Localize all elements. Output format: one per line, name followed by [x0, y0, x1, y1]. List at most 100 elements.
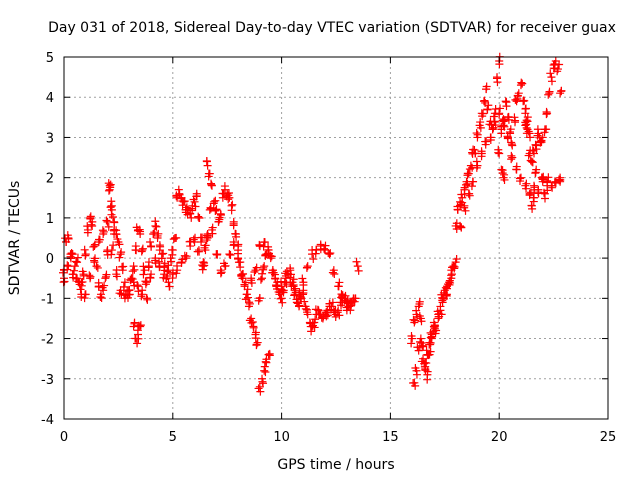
data-point — [495, 110, 504, 119]
data-point — [452, 255, 461, 264]
data-point — [298, 274, 307, 283]
data-point — [289, 282, 298, 291]
data-point — [107, 250, 116, 259]
data-point — [286, 273, 295, 282]
data-point — [531, 140, 540, 149]
data-point — [517, 78, 526, 87]
data-point — [255, 240, 264, 249]
data-point — [177, 259, 186, 268]
data-point — [195, 247, 204, 256]
data-point — [407, 339, 416, 348]
data-point — [115, 240, 124, 249]
data-point — [247, 318, 256, 327]
data-point — [78, 267, 87, 276]
data-point — [224, 188, 233, 197]
data-point — [136, 321, 145, 330]
data-point — [460, 203, 469, 212]
data-point — [328, 298, 337, 307]
data-point — [243, 285, 252, 294]
data-point — [350, 294, 359, 303]
data-point — [182, 203, 191, 212]
data-point — [502, 98, 511, 107]
data-point — [78, 277, 87, 286]
data-point — [131, 245, 140, 254]
data-point — [441, 290, 450, 299]
data-point — [353, 262, 362, 271]
data-point — [507, 151, 516, 160]
data-point — [192, 192, 201, 201]
data-point — [524, 151, 533, 160]
data-point — [490, 117, 499, 126]
data-point — [159, 249, 168, 258]
data-point — [450, 262, 459, 271]
data-point — [438, 296, 447, 305]
data-point — [98, 283, 107, 292]
data-point — [543, 186, 552, 195]
data-point — [416, 337, 425, 346]
data-point — [127, 274, 136, 283]
data-point — [529, 193, 538, 202]
data-point — [296, 291, 305, 300]
data-point — [87, 220, 96, 229]
data-point — [252, 263, 261, 272]
data-point — [499, 121, 508, 130]
data-point — [144, 258, 153, 267]
data-point — [465, 165, 474, 174]
data-point — [115, 253, 124, 262]
data-point — [101, 272, 110, 281]
data-point — [500, 175, 509, 184]
data-point — [497, 129, 506, 138]
data-point — [236, 263, 245, 272]
data-point — [180, 251, 189, 260]
data-point — [442, 291, 451, 300]
data-point — [135, 225, 144, 234]
data-point — [151, 259, 160, 268]
data-point — [470, 145, 479, 154]
data-point — [258, 269, 267, 278]
data-point — [194, 212, 203, 221]
data-point — [411, 364, 420, 373]
data-point — [503, 132, 512, 141]
data-point — [107, 202, 116, 211]
data-point — [142, 278, 151, 287]
data-point — [537, 173, 546, 182]
y-tick-label: 5 — [46, 51, 54, 66]
data-point — [265, 349, 274, 358]
data-point — [64, 234, 73, 243]
data-point — [97, 294, 106, 303]
data-point — [103, 247, 112, 256]
data-point — [258, 377, 267, 386]
data-point — [412, 370, 421, 379]
data-point — [118, 262, 127, 271]
data-point — [191, 233, 200, 242]
data-point — [322, 308, 331, 317]
data-point — [526, 133, 535, 142]
data-point — [301, 304, 310, 313]
data-point — [521, 118, 530, 127]
data-point — [138, 286, 147, 295]
data-point — [472, 129, 481, 138]
data-point — [488, 125, 497, 134]
data-point — [150, 228, 159, 237]
data-point — [278, 286, 287, 295]
data-point — [96, 292, 105, 301]
data-point — [94, 282, 103, 291]
data-point — [256, 275, 265, 284]
data-point — [179, 197, 188, 206]
data-point — [214, 217, 223, 226]
data-point — [204, 169, 213, 178]
data-point — [67, 249, 76, 258]
data-point — [202, 236, 211, 245]
data-point — [260, 262, 269, 271]
data-point — [524, 127, 533, 136]
data-point — [531, 168, 540, 177]
data-point — [147, 242, 156, 251]
data-point — [167, 257, 176, 266]
data-point — [486, 136, 495, 145]
data-point — [252, 340, 261, 349]
data-point — [207, 179, 216, 188]
y-tick-label: 3 — [46, 131, 54, 146]
data-point — [208, 229, 217, 238]
data-point — [495, 149, 504, 158]
data-point — [58, 268, 67, 277]
